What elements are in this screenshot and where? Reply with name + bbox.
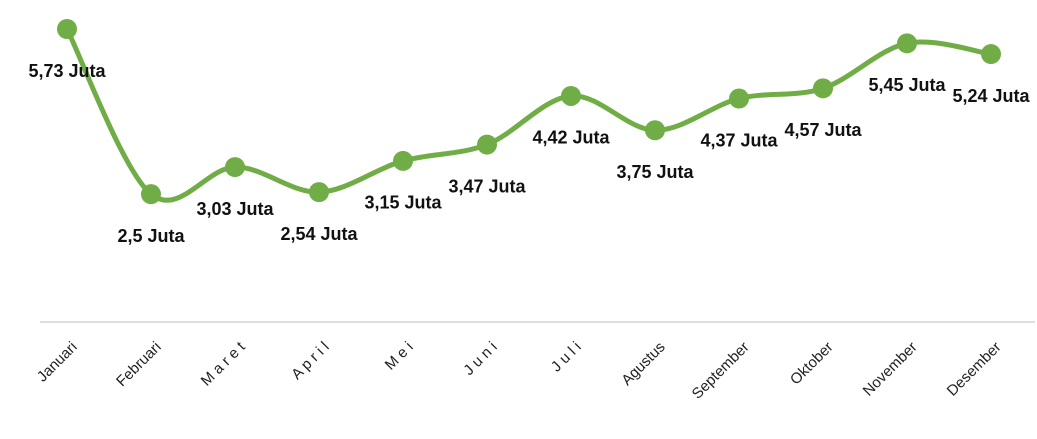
data-label: 5,73 Juta (28, 61, 106, 81)
x-tick-label: J u n i (460, 339, 500, 379)
data-label: 3,03 Juta (196, 199, 274, 219)
x-tick-label: J u l i (548, 339, 585, 376)
data-label: 4,42 Juta (532, 128, 610, 148)
marker (561, 85, 581, 106)
data-label: 3,75 Juta (616, 162, 694, 182)
data-label: 2,54 Juta (280, 224, 358, 244)
line (64, 26, 994, 203)
data-label: 5,24 Juta (952, 86, 1030, 106)
marker (393, 150, 413, 171)
x-tick-label: A p r i l (288, 339, 332, 383)
data-label: 4,57 Juta (784, 120, 862, 140)
data-label: 2,5 Juta (117, 226, 185, 246)
data-label: 3,47 Juta (448, 176, 526, 196)
marker (897, 33, 917, 54)
x-tick-label: Oktober (787, 339, 837, 389)
x-tick-label: M a r e t (198, 338, 250, 390)
data-label: 3,15 Juta (364, 193, 442, 213)
x-tick-label: Desember (944, 339, 1005, 400)
x-tick-label: November (860, 339, 921, 400)
marker (141, 184, 161, 205)
marker (813, 78, 833, 99)
x-tick-label: September (689, 339, 753, 403)
marker (225, 157, 245, 178)
x-tick-label: Februari (113, 339, 165, 391)
x-tick-label: Januari (34, 339, 81, 386)
marker (57, 19, 77, 39)
data-label: 4,37 Juta (700, 130, 778, 150)
data-label: 5,45 Juta (868, 75, 946, 95)
x-tick-label: M e i (382, 339, 417, 374)
marker (477, 134, 497, 155)
marker (645, 120, 665, 141)
marker (729, 88, 749, 109)
x-tick-label: Agustus (618, 339, 668, 389)
marker (981, 44, 1001, 65)
marker (309, 182, 329, 203)
